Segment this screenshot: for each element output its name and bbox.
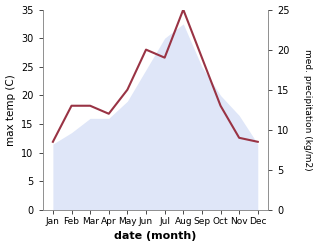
Y-axis label: med. precipitation (kg/m2): med. precipitation (kg/m2): [303, 49, 313, 171]
Y-axis label: max temp (C): max temp (C): [5, 74, 16, 146]
X-axis label: date (month): date (month): [114, 231, 197, 242]
